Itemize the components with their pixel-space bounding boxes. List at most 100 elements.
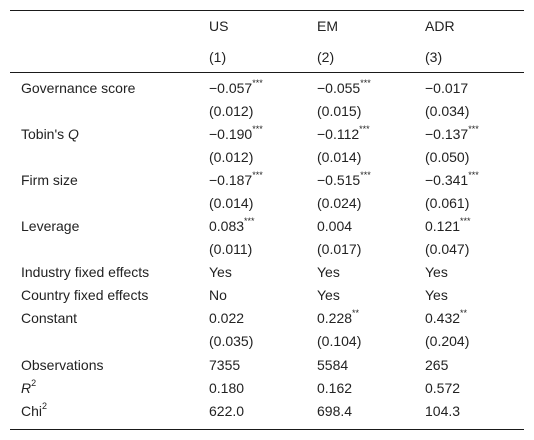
- header-rule: [10, 72, 524, 73]
- stat-value: 0.162: [317, 380, 352, 396]
- column-header: ADR: [425, 18, 455, 34]
- text-run: Yes: [209, 264, 232, 280]
- row-label: Firm size: [21, 172, 78, 188]
- row-label: Tobin's Q: [21, 126, 79, 142]
- text-run: (0.014): [317, 149, 362, 165]
- text-run: −0.341: [425, 172, 469, 188]
- coefficient: Yes: [317, 287, 340, 303]
- text-run: (0.012): [209, 103, 254, 119]
- significance-stars: ***: [359, 124, 370, 135]
- text-run: 622.0: [209, 403, 245, 419]
- coefficient: −0.017: [425, 80, 468, 96]
- text-run: (0.015): [317, 103, 362, 119]
- standard-error: (0.061): [425, 195, 469, 211]
- text-run: 7355: [209, 357, 241, 373]
- coefficient: Yes: [425, 287, 448, 303]
- text-run: −0.017: [425, 80, 469, 96]
- stat-value: 0.572: [425, 380, 460, 396]
- coefficient: 0.121***: [425, 217, 471, 234]
- stat-value: 0.180: [209, 380, 244, 396]
- coefficient: −0.112***: [317, 124, 370, 142]
- text-run: (0.024): [317, 195, 362, 211]
- text-run: EM: [317, 18, 338, 34]
- coefficient: −0.341***: [425, 170, 479, 188]
- coefficient: Yes: [425, 264, 448, 280]
- column-header: EM: [317, 18, 338, 34]
- column-number: (2): [317, 49, 334, 65]
- text-run: (0.012): [209, 149, 254, 165]
- coefficient: −0.190***: [209, 124, 263, 142]
- significance-stars: ***: [468, 170, 479, 181]
- text-run: 0.162: [317, 380, 353, 396]
- standard-error: (0.015): [317, 103, 361, 119]
- text-run: (0.204): [425, 333, 470, 349]
- text-run: Leverage: [21, 218, 80, 234]
- standard-error: (0.012): [209, 149, 253, 165]
- stat-label: Chi2: [21, 401, 48, 419]
- stat-label: Observations: [21, 357, 103, 373]
- standard-error: (0.034): [425, 103, 469, 119]
- text-run: ADR: [425, 18, 455, 34]
- text-run: 104.3: [425, 403, 461, 419]
- text-run: −0.187: [209, 172, 253, 188]
- significance-stars: **: [352, 308, 360, 319]
- significance-stars: **: [460, 308, 468, 319]
- text-run: Country fixed effects: [21, 287, 149, 303]
- text-run: R: [21, 380, 32, 396]
- standard-error: (0.012): [209, 103, 253, 119]
- coefficient: −0.515***: [317, 170, 371, 188]
- bottom-rule: [10, 429, 524, 430]
- text-run: −0.055: [317, 80, 361, 96]
- text-run: Yes: [425, 264, 448, 280]
- text-run: (0.035): [209, 333, 254, 349]
- text-run: 5584: [317, 357, 349, 373]
- text-run: US: [209, 18, 229, 34]
- text-run: Firm size: [21, 172, 78, 188]
- significance-stars: ***: [360, 170, 371, 181]
- text-run: −0.057: [209, 80, 253, 96]
- significance-stars: ***: [252, 78, 263, 89]
- superscript: 2: [31, 378, 37, 389]
- text-run: (0.104): [317, 333, 362, 349]
- coefficient: −0.055***: [317, 78, 371, 96]
- standard-error: (0.017): [317, 241, 361, 257]
- column-header: US: [209, 18, 228, 34]
- standard-error: (0.014): [209, 195, 253, 211]
- text-run: −0.112: [317, 126, 360, 142]
- superscript: 2: [42, 401, 48, 412]
- stat-value: 104.3: [425, 403, 460, 419]
- text-run: 265: [425, 357, 449, 373]
- text-run: Q: [68, 126, 79, 142]
- row-label: Governance score: [21, 80, 135, 96]
- row-label: Constant: [21, 310, 77, 326]
- text-run: (0.061): [425, 195, 470, 211]
- text-run: Constant: [21, 310, 78, 326]
- text-run: Governance score: [21, 80, 136, 96]
- text-run: (3): [425, 49, 443, 65]
- text-run: −0.137: [425, 126, 469, 142]
- standard-error: (0.050): [425, 149, 469, 165]
- coefficient: No: [209, 287, 227, 303]
- significance-stars: ***: [244, 216, 255, 227]
- significance-stars: ***: [360, 78, 371, 89]
- stat-value: 265: [425, 357, 448, 373]
- text-run: (0.047): [425, 241, 470, 257]
- text-run: (1): [209, 49, 227, 65]
- significance-stars: ***: [252, 124, 263, 135]
- row-label: Leverage: [21, 218, 79, 234]
- standard-error: (0.104): [317, 333, 361, 349]
- text-run: 0.121: [425, 218, 461, 234]
- coefficient: 0.228**: [317, 308, 360, 326]
- coefficient: −0.187***: [209, 171, 263, 188]
- text-run: 0.004: [317, 218, 353, 234]
- text-run: Yes: [317, 287, 340, 303]
- coefficient: 0.432**: [425, 308, 468, 326]
- coefficient: 0.083***: [209, 216, 255, 234]
- standard-error: (0.204): [425, 333, 469, 349]
- standard-error: (0.047): [425, 241, 469, 257]
- text-run: No: [209, 287, 227, 303]
- text-run: −0.515: [317, 172, 361, 188]
- coefficient: −0.057***: [209, 78, 263, 96]
- text-run: −0.190: [209, 126, 253, 142]
- row-label: Country fixed effects: [21, 287, 148, 303]
